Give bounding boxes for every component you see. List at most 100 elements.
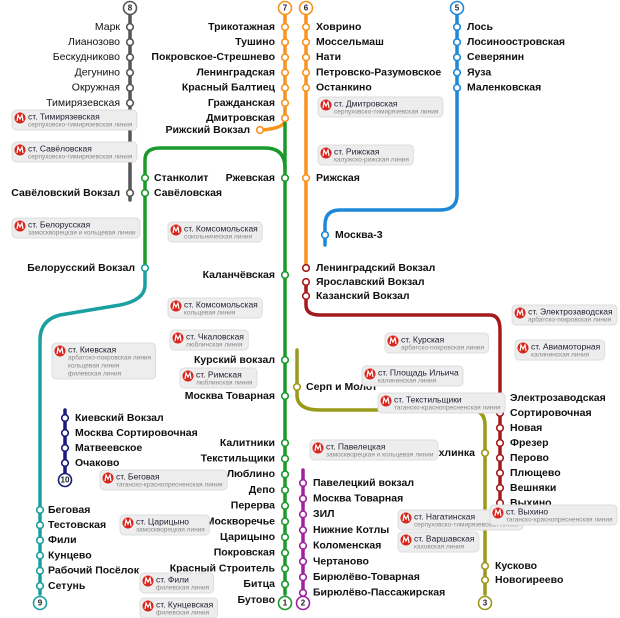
station-label: Беговая <box>48 504 90 516</box>
callout-box <box>384 332 490 354</box>
metro-icon-m <box>389 336 397 345</box>
station-label: Яуза <box>467 66 491 78</box>
callout-line: сокольническая линия <box>184 234 253 241</box>
station-dot <box>60 428 70 438</box>
callout-box <box>361 365 464 387</box>
callout-line: замоскворецкая и кольцевая линии <box>28 230 136 237</box>
callout-line: арбатско-покровская линия <box>528 316 612 324</box>
station-label: Лианозово <box>68 36 120 48</box>
station-label: Нати <box>316 51 341 63</box>
callout-line: серпуховско-тимирязевская линия <box>414 522 519 529</box>
station-label: Вешняки <box>510 482 556 494</box>
station-label: Москва-3 <box>335 229 383 241</box>
station-label: Марк <box>95 21 121 33</box>
line-number-badge <box>295 595 311 611</box>
line-number-badge <box>122 0 138 16</box>
callout-box <box>514 339 606 361</box>
station-dot <box>280 548 290 558</box>
station-label: Царицыно <box>220 531 275 543</box>
station-label: Дмитровская <box>206 112 275 124</box>
callout-station: ст. Выхино <box>506 506 548 516</box>
metro-icon-m <box>16 145 24 154</box>
station-label: Тимирязевская <box>46 97 120 109</box>
callout-box <box>99 469 228 491</box>
callout-line: замоскворецкая линия <box>136 527 205 534</box>
station-label: ЗИЛ <box>313 508 335 520</box>
callout-box <box>11 109 138 131</box>
station-dot <box>280 355 290 365</box>
station-label: Москва Товарная <box>313 492 403 504</box>
station-dot <box>301 53 311 62</box>
station-dot <box>35 521 45 530</box>
station-dot <box>480 561 490 571</box>
callout-station: ст. Текстильщики <box>394 394 462 404</box>
station-label: Тестовская <box>48 519 106 531</box>
callout-line: таганско-краснопресненская линия <box>394 405 501 412</box>
station-dot <box>125 188 135 198</box>
station-callout: ст. Тимирязевскаясерпуховско-тимирязевск… <box>11 109 138 131</box>
station-label: Перово <box>510 452 549 464</box>
metro-icon-m <box>402 535 410 544</box>
station-dot <box>301 22 311 32</box>
callout-box <box>511 304 618 326</box>
station-label: Плющево <box>510 467 561 479</box>
station-label: Бирюлёво-Товарная <box>313 571 420 583</box>
station-label: Павелецкий вокзал <box>313 477 414 489</box>
station-dot <box>35 566 45 575</box>
callout-line: серпуховско-тимирязевская линия <box>334 109 439 116</box>
station-dot <box>280 173 290 183</box>
station-label: Перерва <box>231 500 275 512</box>
station-label: Киевский Вокзал <box>75 412 164 424</box>
station-label: Бескудниково <box>53 51 120 63</box>
callout-line: арбатско-покровская линия <box>68 354 152 362</box>
line-number: 7 <box>283 4 288 13</box>
station-label: Серп и Молот <box>306 381 377 393</box>
station-dot <box>140 173 150 183</box>
station-dot <box>452 22 462 32</box>
station-callout: ст. Дмитровскаясерпуховско-тимирязевская… <box>317 96 444 118</box>
callout-station: ст. Нагатинская <box>414 511 475 521</box>
station-label: Ржевская <box>226 172 275 184</box>
metro-icon-m <box>144 576 152 585</box>
callout-station: ст. Савёловская <box>28 143 92 153</box>
line-number-badge <box>449 0 465 16</box>
station-dot <box>140 263 150 273</box>
callout-box <box>139 597 219 618</box>
station-dot <box>301 263 311 273</box>
callout-station: ст. Дмитровская <box>334 98 398 108</box>
station-dot <box>292 382 302 392</box>
station-label: Рабочий Посёлок <box>48 565 140 577</box>
station-dot <box>495 453 505 463</box>
line-9 <box>38 266 147 596</box>
station-dot <box>280 517 290 526</box>
station-dot <box>495 468 505 478</box>
callout-box <box>179 367 258 389</box>
station-label: Тушино <box>235 36 275 48</box>
station-dot <box>255 125 265 135</box>
station-dot <box>60 413 70 423</box>
callout-line: серпуховско-тимирязевская линия <box>28 154 133 161</box>
station-label: Красный Балтиец <box>182 82 276 94</box>
station-dot <box>320 230 330 240</box>
metro-icon-m <box>104 473 112 482</box>
station-label: Петровско-Разумовское <box>316 66 441 78</box>
station-dot <box>280 501 290 510</box>
station-dot <box>280 98 290 108</box>
station-dot <box>298 510 308 519</box>
station-label: Москва Сортировочная <box>75 427 198 439</box>
callout-box <box>51 342 157 380</box>
station-dot <box>280 83 290 92</box>
station-label: Кусково <box>495 560 537 572</box>
station-label: Депо <box>249 484 275 496</box>
station-dot <box>301 173 311 183</box>
station-dot <box>298 573 308 582</box>
